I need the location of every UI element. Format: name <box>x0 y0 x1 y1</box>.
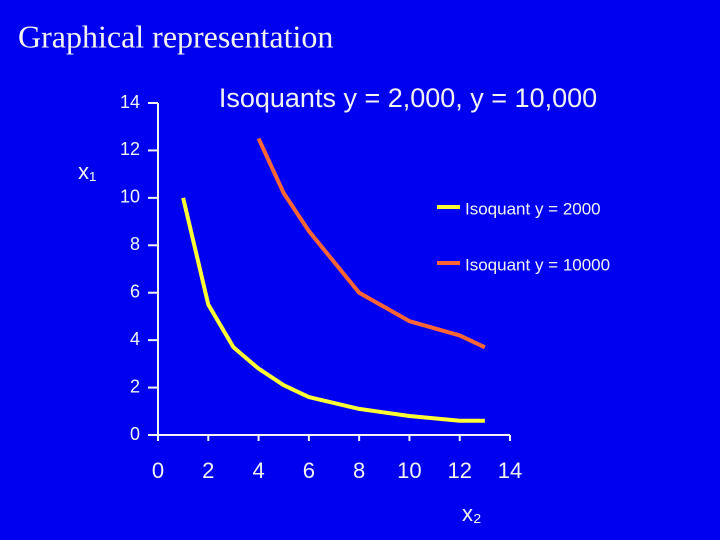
y-tick-label: 6 <box>130 281 140 301</box>
x-tick-label: 12 <box>447 458 471 483</box>
x-tick-label: 6 <box>303 458 315 483</box>
y-tick-label: 14 <box>120 92 140 112</box>
y-axis-label: x₁ <box>78 159 96 184</box>
x-tick-label: 10 <box>397 458 421 483</box>
y-tick-label: 0 <box>130 424 140 444</box>
y-tick-label: 10 <box>120 187 140 207</box>
x-tick-label: 14 <box>498 458 522 483</box>
x-tick-label: 8 <box>353 458 365 483</box>
isoquant-line <box>181 197 485 423</box>
y-tick-label: 12 <box>120 139 140 159</box>
isoquant-line <box>256 137 486 350</box>
x-tick-label: 0 <box>152 458 164 483</box>
slide-title: Graphical representation <box>18 18 333 54</box>
legend-label: Isoquant y = 2000 <box>465 199 601 218</box>
legend-label: Isoquant y = 10000 <box>465 255 610 274</box>
chart-title: Isoquants y = 2,000, y = 10,000 <box>219 83 597 113</box>
x-tick-label: 4 <box>252 458 264 483</box>
y-tick-label: 8 <box>130 234 140 254</box>
x-tick-label: 2 <box>202 458 214 483</box>
y-tick-label: 4 <box>130 329 140 349</box>
y-tick-label: 2 <box>130 376 140 396</box>
x-axis-label: x₂ <box>462 501 482 526</box>
